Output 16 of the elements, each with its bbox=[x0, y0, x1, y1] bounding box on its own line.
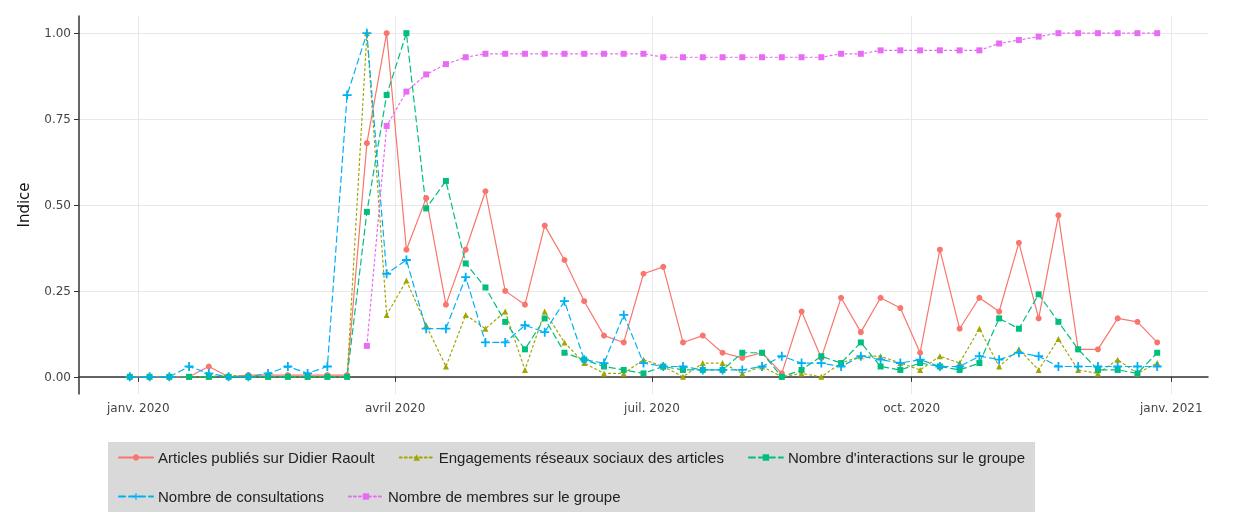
y-tick-label: 0.50 bbox=[44, 198, 71, 212]
x-tick-label: avril 2020 bbox=[364, 401, 426, 415]
y-tick-label: 0.75 bbox=[44, 112, 71, 127]
x-tick-label: janv. 2020 bbox=[105, 401, 170, 415]
x-tick-label: oct. 2020 bbox=[883, 401, 941, 415]
legend-label: Nombre de consultations bbox=[158, 488, 324, 505]
legend-label: Nombre de membres sur le groupe bbox=[387, 488, 621, 505]
y-tick-label: 0.25 bbox=[44, 283, 71, 298]
legend-label: Engagements réseaux sociaux des articles bbox=[438, 449, 724, 466]
legend-label: Articles publiés sur Didier Raoult bbox=[158, 449, 376, 466]
y-tick-label: 1.00 bbox=[44, 26, 71, 41]
legend-label: Nombre d'interactions sur le groupe bbox=[787, 449, 1026, 466]
x-tick-label: juil. 2020 bbox=[623, 401, 680, 415]
x-tick-label: janv. 2021 bbox=[1138, 401, 1203, 415]
y-axis-title: Indice bbox=[14, 182, 33, 228]
y-tick-label: 0.00 bbox=[44, 369, 71, 384]
